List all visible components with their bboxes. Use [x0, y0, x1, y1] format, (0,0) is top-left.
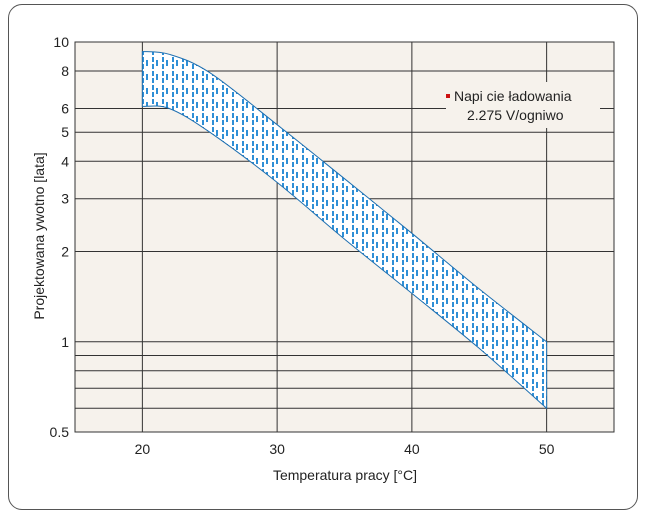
data-band: [141, 50, 548, 410]
y-tick-label: 2: [61, 244, 69, 260]
legend: Napi cie ładowania 2.275 V/ogniwo: [446, 82, 600, 128]
y-tick-label: 10: [53, 34, 69, 50]
y-tick-label: 3: [61, 191, 69, 207]
y-axis-title: Projektowana ywotno [lata]: [31, 152, 47, 319]
x-axis-title: Temperatura pracy [°C]: [273, 467, 417, 483]
legend-line-2: 2.275 V/ogniwo: [467, 107, 564, 123]
y-tick-label: 6: [61, 101, 69, 117]
y-tick-label: 4: [61, 153, 69, 169]
x-tick-label: 40: [404, 441, 420, 457]
tick-labels: 0.5 1 2 3 4 5 6 8 10 20 30 40 50: [50, 34, 555, 457]
x-tick-label: 20: [135, 441, 151, 457]
y-tick-label: 5: [61, 124, 69, 140]
grid-lines: [75, 41, 614, 433]
legend-box: [446, 82, 600, 128]
legend-marker: [446, 94, 450, 98]
y-tick-label: 8: [61, 63, 69, 79]
x-tick-label: 30: [269, 441, 285, 457]
legend-line-1: Napi cie ładowania: [454, 88, 572, 104]
y-tick-label: 0.5: [50, 424, 70, 440]
y-tick-label: 1: [61, 334, 69, 350]
x-tick-label: 50: [539, 441, 555, 457]
